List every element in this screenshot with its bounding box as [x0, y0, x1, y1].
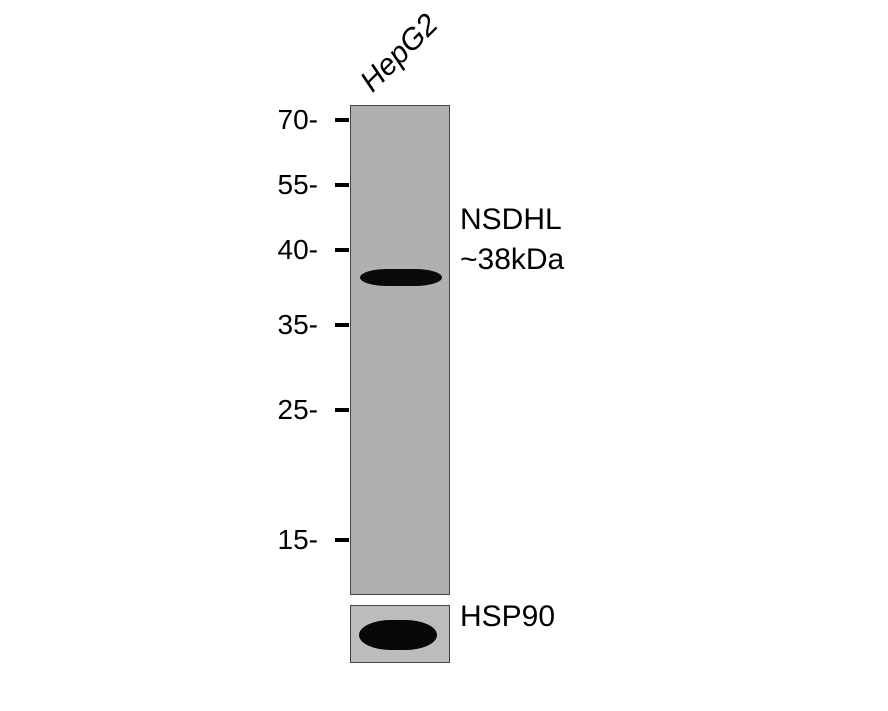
- control-band: [359, 620, 437, 650]
- main-blot-lane: [350, 105, 450, 595]
- marker-label: 70-: [258, 104, 318, 136]
- marker-label: 40-: [258, 234, 318, 266]
- right-annotation: ~38kDa: [460, 243, 564, 277]
- sample-label: HepG2: [354, 8, 445, 99]
- marker-label: 35-: [258, 309, 318, 341]
- marker-label: 15-: [258, 524, 318, 556]
- marker-label: 55-: [258, 169, 318, 201]
- marker-label: 25-: [258, 394, 318, 426]
- marker-tick: [335, 323, 349, 327]
- target-band: [360, 269, 442, 286]
- marker-tick: [335, 408, 349, 412]
- right-annotation: HSP90: [460, 600, 555, 634]
- marker-tick: [335, 118, 349, 122]
- marker-tick: [335, 248, 349, 252]
- marker-tick: [335, 183, 349, 187]
- right-annotation: NSDHL: [460, 203, 562, 237]
- control-blot-lane: [350, 605, 450, 663]
- marker-tick: [335, 538, 349, 542]
- western-blot-figure: HepG2 70- 55- 40- 35- 25- 15- NSDHL ~38kDa HSP9…: [140, 10, 740, 700]
